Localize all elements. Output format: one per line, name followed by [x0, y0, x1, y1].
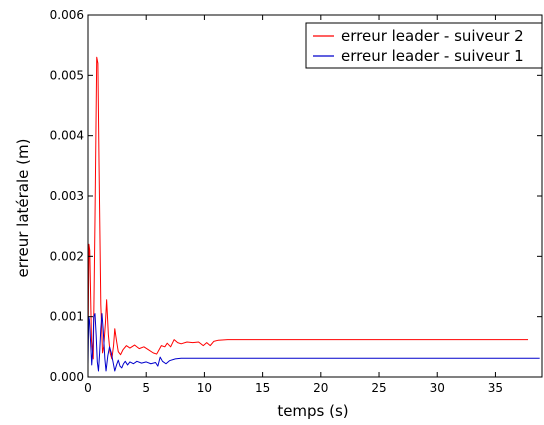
legend-label-suiveur-1: erreur leader - suiveur 1 [341, 47, 524, 65]
series-line-suiveur-1 [87, 313, 540, 372]
legend-label-suiveur-2: erreur leader - suiveur 2 [341, 27, 524, 45]
x-tick-label: 35 [488, 381, 503, 395]
series-layer [87, 56, 540, 372]
y-axis-title: erreur latérale (m) [14, 139, 32, 278]
x-axis-ticks: 0 5 10 15 20 25 30 35 [84, 15, 503, 395]
y-axis-ticks: 0.000 0.001 0.002 0.003 0.004 0.005 0.006 [50, 8, 542, 384]
y-tick-label: 0.001 [50, 310, 84, 324]
y-tick-label: 0.002 [50, 249, 84, 263]
x-axis-title: temps (s) [277, 402, 348, 420]
y-tick-label: 0.006 [50, 8, 84, 22]
series-line-suiveur-2 [87, 56, 529, 360]
legend: erreur leader - suiveur 2 erreur leader … [305, 22, 543, 69]
x-tick-label: 20 [313, 381, 328, 395]
x-tick-label: 30 [430, 381, 445, 395]
x-tick-label: 5 [142, 381, 150, 395]
x-tick-label: 15 [255, 381, 270, 395]
y-tick-label: 0.003 [50, 189, 84, 203]
legend-box [305, 22, 543, 69]
y-tick-label: 0.004 [50, 129, 84, 143]
y-tick-label: 0.005 [50, 68, 84, 82]
y-tick-label: 0.000 [50, 370, 84, 384]
x-tick-label: 25 [371, 381, 386, 395]
x-tick-label: 0 [84, 381, 92, 395]
x-tick-label: 10 [197, 381, 212, 395]
